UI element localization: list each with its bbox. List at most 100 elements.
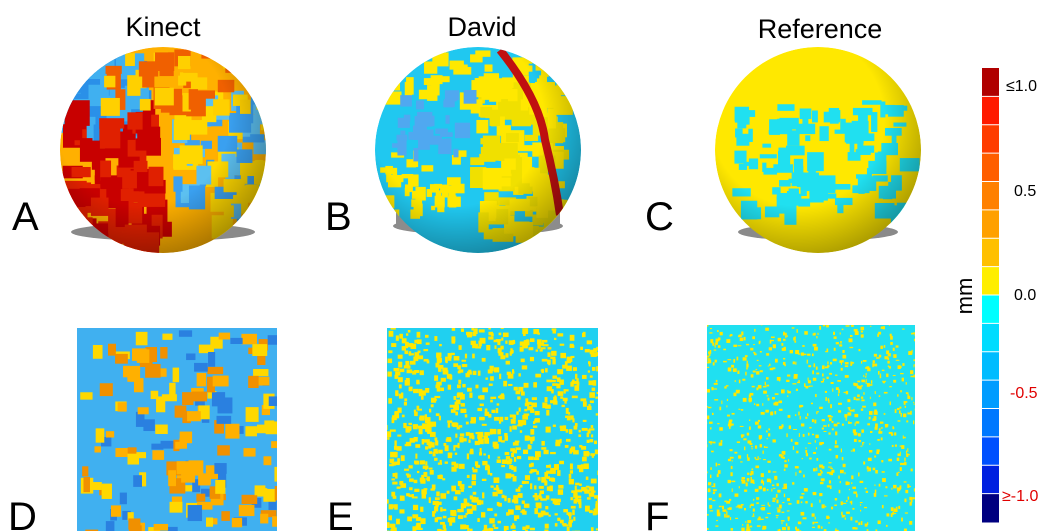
blob [434,336,437,341]
blob [443,516,447,519]
blob [438,450,443,454]
blob [818,473,822,476]
blob [752,516,755,517]
blob [893,375,896,376]
blob [756,387,758,390]
blob [275,486,285,501]
blob [416,380,419,384]
blob [462,364,467,367]
blob [589,486,595,491]
blob [451,462,456,466]
blob [520,347,524,352]
blob [560,344,565,346]
blob [417,332,421,338]
blob [773,498,776,500]
blob [439,416,441,421]
blob [411,344,417,349]
blob [784,469,786,471]
blob [400,369,405,372]
blob [759,458,760,459]
blob [861,380,865,383]
blob [425,446,428,449]
blob [709,332,712,333]
blob [842,516,844,517]
blob [554,502,560,505]
blob [842,424,844,426]
blob [766,385,769,387]
blob [841,501,843,505]
blob [83,477,90,492]
blob [754,403,755,405]
blob [730,449,733,451]
blob [755,459,758,460]
blob [834,348,836,351]
blob [445,461,448,463]
blob [489,366,493,372]
blob [569,429,572,434]
blob [394,440,396,446]
blob [884,495,888,496]
blob [214,463,226,474]
blob [750,348,753,351]
blob [875,391,876,394]
blob [409,487,413,490]
blob [435,497,440,500]
blob [394,462,399,466]
blob [783,358,785,360]
blob [521,420,526,425]
blob [444,443,447,446]
blob [821,381,824,383]
blob [512,425,517,429]
blob [488,455,490,459]
blob [410,361,416,365]
blob [425,466,427,469]
blob [455,402,458,408]
blob [719,493,722,497]
blob [497,403,500,405]
blob [256,200,274,210]
blob [828,432,830,434]
blob [732,460,733,461]
blob [718,345,721,348]
blob [392,482,397,485]
blob [534,508,538,514]
blob [822,428,824,430]
blob [861,429,864,432]
blob [705,444,707,447]
blob [714,399,718,400]
blob [911,333,913,335]
blob [473,497,476,499]
colorbar-tick: 0.5 [1014,183,1036,200]
blob [854,439,857,442]
blob [857,385,859,388]
blob [730,334,732,336]
blob [434,396,440,398]
blob [451,486,456,492]
blob [264,98,276,109]
blob [415,461,419,465]
blob [727,508,731,510]
blob [500,355,505,359]
blob [60,45,78,57]
blob [514,466,517,471]
blob [808,378,809,381]
blob [413,389,419,393]
blob [587,497,591,500]
blob [464,525,469,529]
blob [755,457,756,459]
blob [488,332,493,335]
blob [388,359,392,364]
blob [716,463,718,467]
blob [900,467,902,471]
blob [754,329,755,332]
blob [914,339,916,342]
blob [777,509,780,512]
blob [745,521,746,523]
blob [882,381,886,382]
blob [814,347,818,351]
blob [778,401,782,404]
blob [415,444,420,448]
blob [786,433,787,437]
blob [555,513,558,515]
blob [569,474,572,479]
